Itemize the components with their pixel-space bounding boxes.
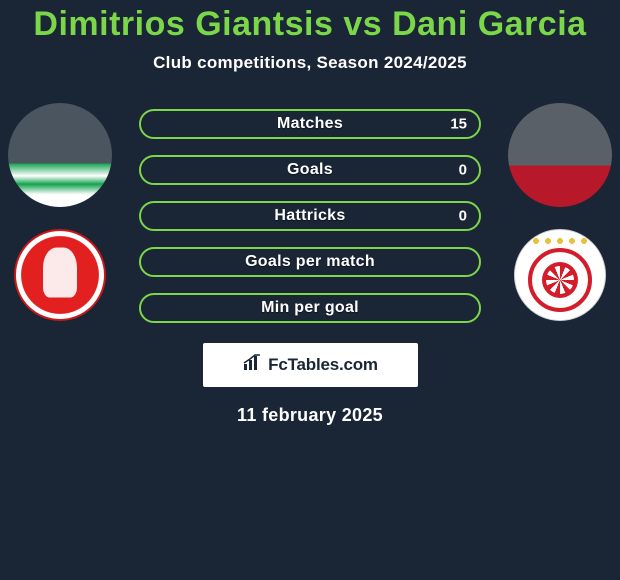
player-left-club-badge xyxy=(14,229,106,321)
player-right-club-badge xyxy=(514,229,606,321)
stat-row-goals-per-match: Goals per match xyxy=(139,247,481,277)
stats-list: Matches 15 Goals 0 Hattricks 0 Goals per… xyxy=(139,103,481,323)
page-title: Dimitrios Giantsis vs Dani Garcia xyxy=(0,6,620,43)
brand-badge: FcTables.com xyxy=(203,343,418,387)
stat-row-goals: Goals 0 xyxy=(139,155,481,185)
stat-label: Hattricks xyxy=(274,207,345,225)
comparison-card: Dimitrios Giantsis vs Dani Garcia Club c… xyxy=(0,0,620,580)
stat-label: Min per goal xyxy=(261,299,359,317)
date-text: 11 february 2025 xyxy=(0,405,620,426)
stat-label: Goals xyxy=(287,161,333,179)
stat-label: Matches xyxy=(277,115,343,133)
stat-right-value: 0 xyxy=(459,208,467,225)
content-row: Matches 15 Goals 0 Hattricks 0 Goals per… xyxy=(0,103,620,323)
player-left-avatar xyxy=(8,103,112,207)
bar-chart-icon xyxy=(242,354,264,377)
stat-right-value: 0 xyxy=(459,162,467,179)
brand-text: FcTables.com xyxy=(268,355,378,375)
stat-row-min-per-goal: Min per goal xyxy=(139,293,481,323)
player-right-avatar xyxy=(508,103,612,207)
right-player-column xyxy=(508,103,612,321)
stat-row-hattricks: Hattricks 0 xyxy=(139,201,481,231)
stat-row-matches: Matches 15 xyxy=(139,109,481,139)
left-player-column xyxy=(8,103,112,321)
stat-right-value: 15 xyxy=(450,116,467,133)
subtitle: Club competitions, Season 2024/2025 xyxy=(0,53,620,73)
stat-label: Goals per match xyxy=(245,253,375,271)
